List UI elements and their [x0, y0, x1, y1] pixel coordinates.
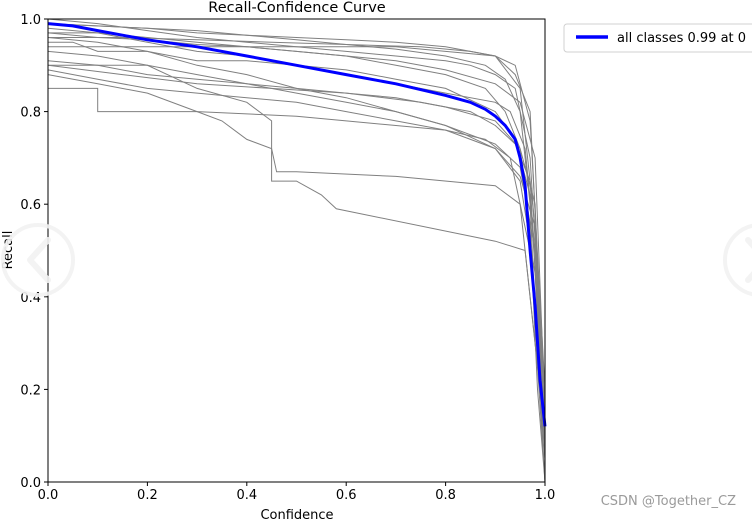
x-axis-title: Confidence	[260, 508, 333, 520]
class-curve-12	[47, 60, 546, 459]
watermark: CSDN @Together_CZ	[600, 494, 736, 509]
all-classes-curve-group	[47, 22, 547, 427]
class-curve-16	[47, 64, 546, 446]
legend-box	[563, 23, 752, 53]
plot-area	[47, 18, 547, 483]
axes-frame	[47, 18, 546, 483]
class-curve-13	[48, 32, 546, 413]
class-curve-4	[47, 27, 546, 436]
legend: all classes 0.99 at 0	[563, 23, 752, 53]
prev-arrow-ring	[1, 223, 75, 297]
class-curve-10	[47, 74, 546, 436]
legend-label: all classes 0.99 at 0	[617, 31, 746, 46]
prev-arrow-button[interactable]	[1, 223, 75, 297]
class-curve-0	[47, 23, 546, 483]
y-tick-label: 0.6	[20, 198, 41, 213]
x-tick-label: 0.2	[137, 488, 158, 503]
series-line-all-classes	[47, 22, 547, 427]
y-tick-label: 0.0	[20, 476, 41, 491]
class-curve-15	[48, 37, 546, 390]
chart-title: Recall-Confidence Curve	[208, 0, 385, 16]
x-tick-label: 0.0	[38, 488, 59, 503]
class-curve-11	[47, 23, 546, 413]
chevron-right-circle-icon	[745, 237, 752, 283]
x-tick-label: 0.4	[236, 488, 257, 503]
next-arrow-button[interactable]	[723, 223, 752, 297]
x-tick-label: 1.0	[535, 488, 556, 503]
class-curves-group	[47, 18, 546, 483]
class-curve-2	[48, 41, 546, 459]
y-tick-label: 0.8	[20, 106, 41, 121]
class-curve-9	[48, 64, 546, 483]
chevron-left-circle-icon	[27, 237, 51, 283]
class-curve-7	[47, 37, 546, 436]
x-tick-label: 0.8	[435, 488, 456, 503]
x-axis-ticks: 0.0 0.2 0.4 0.6 0.8 1.0	[38, 482, 556, 503]
class-curve-8	[48, 87, 546, 459]
y-tick-label: 1.0	[20, 13, 41, 28]
class-curve-14	[47, 69, 546, 436]
class-curve-6	[47, 50, 546, 459]
y-tick-label: 0.2	[20, 383, 41, 398]
next-arrow-ring	[723, 223, 752, 297]
class-curve-5	[48, 46, 546, 436]
x-tick-label: 0.6	[336, 488, 357, 503]
